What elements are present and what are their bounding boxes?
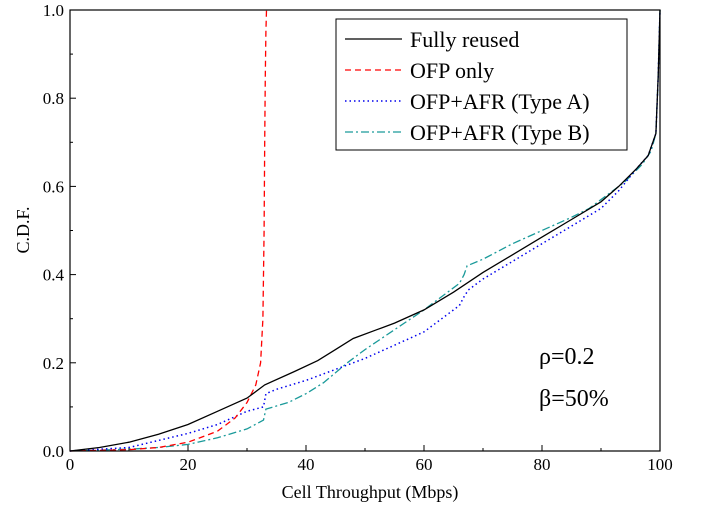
x-tick-label-40: 40: [298, 455, 315, 474]
series-line-ofp-afr-type-b: [69, 9, 661, 452]
beta-annotation: β=50%: [539, 386, 609, 412]
y-tick-label-0.8: 0.8: [43, 89, 64, 108]
rho-annotation: ρ=0.2: [539, 344, 595, 370]
series-line-fully-reused: [69, 9, 661, 452]
y-tick-label-0.2: 0.2: [43, 354, 64, 373]
legend-label-ofp-afr-type-a: OFP+AFR (Type A): [410, 89, 590, 114]
series-line-ofp-only: [69, 9, 268, 452]
y-tick-label-1.0: 1.0: [43, 1, 64, 20]
x-tick-label-0: 0: [66, 455, 75, 474]
y-tick-label-0.4: 0.4: [43, 266, 65, 285]
x-tick-label-80: 80: [534, 455, 551, 474]
series-line-ofp-afr-type-a: [69, 9, 661, 452]
legend-label-ofp-afr-type-b: OFP+AFR (Type B): [410, 120, 590, 145]
x-axis-label: Cell Throughput (Mbps): [282, 482, 459, 503]
legend-label-fully-reused: Fully reused: [410, 27, 519, 52]
x-tick-label-20: 20: [180, 455, 197, 474]
legend-box: [335, 18, 628, 151]
y-tick-label-0.0: 0.0: [43, 442, 64, 461]
plot-area: [69, 9, 661, 452]
legend-label-ofp-only: OFP only: [410, 58, 494, 83]
x-tick-label-100: 100: [647, 455, 673, 474]
y-axis-label: C.D.F.: [13, 206, 33, 253]
x-tick-label-60: 60: [416, 455, 433, 474]
legend: Fully reused OFP only OFP+AFR (Type A) OFP+…: [335, 18, 628, 151]
y-tick-label-0.6: 0.6: [43, 177, 64, 196]
plot-frame: [69, 9, 661, 452]
